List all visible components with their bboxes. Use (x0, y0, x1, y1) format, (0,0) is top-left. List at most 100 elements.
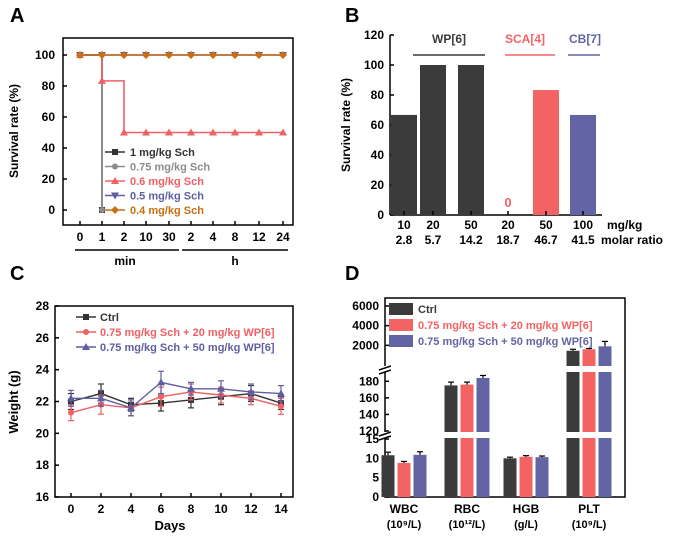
panel-a-xtick-label: 24 (276, 230, 290, 244)
panel-c-xtick-label: 2 (98, 502, 105, 516)
panel-a-ytick-label: 80 (42, 79, 56, 93)
panel-b-unit-ratio: molar ratio (601, 233, 663, 247)
panel-d-legend-swatch (389, 335, 413, 347)
panel-a-xtick-label: 2 (121, 230, 128, 244)
panel-a-point (187, 51, 195, 59)
panel-c-xtick-label: 14 (274, 502, 288, 516)
panel-c-xtick-label: 8 (188, 502, 195, 516)
panel-a-xtick-label: 8 (232, 230, 239, 244)
panel-d-ytick-label: 5 (372, 471, 379, 485)
panel-a-point (99, 207, 105, 213)
panel-a-point (187, 128, 195, 136)
panel-b-dose-label: 50 (539, 218, 553, 232)
panel-a-point (279, 128, 287, 136)
panel-b-ratio-label: 46.7 (534, 233, 558, 247)
panel-c-point (158, 393, 164, 400)
panel-a-legend-marker (111, 177, 119, 184)
panel-d-legend-swatch (389, 319, 413, 331)
panel-b-ytick-label: 100 (364, 58, 384, 72)
panel-a-point (98, 51, 106, 59)
panel-d-category-label: RBC (454, 502, 480, 516)
panel-a-point (142, 51, 150, 59)
panel-c-ytick-label: 26 (36, 331, 50, 345)
panel-a-xtick-label: 4 (210, 230, 217, 244)
panel-d-ytick-label: 160 (359, 391, 379, 405)
panel-b-dose-label: 20 (426, 218, 440, 232)
panel-a-point (255, 128, 263, 136)
panel-c-ytick-label: 18 (36, 458, 50, 472)
panel-d-axis-break-gap (379, 366, 391, 372)
panel-b-group-label: CB[7] (569, 32, 601, 46)
panel-b-ratio-label: 2.8 (396, 233, 413, 247)
panel-b-unit-mgkg: mg/kg (607, 218, 642, 232)
panel-a-ytick-label: 20 (42, 172, 56, 186)
panel-c-point (67, 394, 75, 402)
panel-d-bar (598, 346, 612, 497)
panel-d-category-label: WBC (390, 502, 419, 516)
panel-a-point (279, 51, 287, 59)
panel-a-legend-marker (112, 163, 118, 170)
panel-d-bar (460, 384, 474, 497)
panel-c-ytick-label: 16 (36, 490, 50, 504)
panel-d-bar (413, 454, 427, 497)
panel-b-ytick-label: 120 (364, 28, 384, 42)
panel-b-bar (570, 114, 596, 215)
panel-b-bar-label: 0 (504, 195, 511, 210)
panel-c-point (278, 403, 284, 410)
panel-b-ratio-label: 41.5 (571, 233, 595, 247)
panel-d-bar (582, 349, 596, 497)
panel-d-bar (444, 385, 458, 497)
panel-c-series-line-1 (70, 391, 282, 414)
panel-a-xtick-label: 0 (77, 230, 84, 244)
panel-a-group-label-h: h (231, 254, 238, 268)
panel-a-legend-label: 1 mg/kg Sch (130, 147, 195, 159)
panel-c-xtick-label: 0 (68, 502, 75, 516)
panel-c-point (277, 389, 285, 397)
panel-b-bar (391, 114, 417, 215)
panel-a-point (142, 128, 150, 136)
panel-c-point (187, 384, 195, 392)
panel-d-ytick-label: 140 (359, 407, 379, 421)
panel-d-bar-break-gap (391, 432, 623, 438)
panel-c-point (97, 394, 105, 402)
panel-a-point (76, 51, 84, 59)
panel-label-a: A (10, 5, 24, 27)
panel-c-ytick-label: 22 (36, 395, 50, 409)
panel-b-ytick-label: 20 (371, 178, 385, 192)
panel-d-ytick-label: 0 (372, 490, 379, 504)
panel-b-ratio-label: 18.7 (496, 233, 520, 247)
panel-d-axis-break-mark (378, 369, 392, 375)
panel-c-point (127, 403, 135, 411)
panel-b-bar (420, 65, 446, 215)
panel-a-point (209, 51, 217, 59)
panel-c-ytick-label: 24 (36, 363, 50, 377)
panel-c-ytick-label: 20 (36, 426, 50, 440)
panel-a-legend-label: 0.4 mg/kg Sch (130, 205, 204, 217)
panel-a-ylabel: Survival rate (%) (7, 84, 21, 178)
panel-d-bar-break-gap (391, 366, 623, 372)
panel-label-d: D (345, 263, 359, 285)
panel-b-bar (533, 90, 559, 215)
panel-a-legend-label: 0.75 mg/kg Sch (130, 162, 210, 174)
panel-a-xtick-label: 12 (252, 230, 266, 244)
panel-d-bar (535, 457, 549, 497)
panel-b-group-label: SCA[4] (505, 32, 545, 46)
panel-c-legend-label: Ctrl (100, 312, 119, 324)
panel-a-point (120, 51, 128, 59)
panel-d-bar (381, 455, 395, 497)
panel-d-category-label: HGB (513, 502, 540, 516)
panel-c-xtick-label: 10 (214, 502, 228, 516)
panel-d-ytick-label: 4000 (352, 319, 379, 333)
panel-b-ytick-label: 40 (371, 148, 385, 162)
panel-d-ytick-label: 2000 (352, 338, 379, 352)
panel-b-ratio-label: 14.2 (459, 233, 483, 247)
panel-d-ytick-label: 10 (366, 451, 380, 465)
panel-b-ytick-label: 0 (377, 208, 384, 222)
panel-c-ytick-label: 28 (36, 299, 50, 313)
panel-d-axis-break-mark (378, 365, 392, 371)
panel-a-series-line-0 (80, 54, 103, 210)
panel-c-series-line-0 (70, 392, 282, 406)
panel-a-point (231, 128, 239, 136)
panel-a-frame (62, 37, 294, 226)
